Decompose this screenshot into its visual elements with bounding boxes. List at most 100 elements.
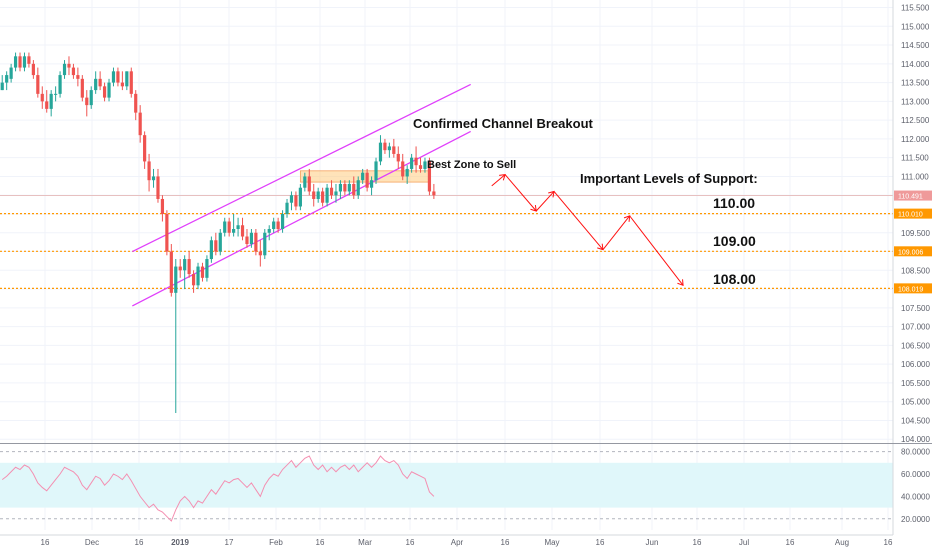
price-tick-label: 113.500 <box>901 79 930 88</box>
candle-body <box>138 112 142 136</box>
candle-body <box>62 63 67 76</box>
support-levels <box>0 195 893 289</box>
candle-body <box>22 56 27 68</box>
candle-body <box>289 195 294 203</box>
support-level-label-2: 109.00 <box>713 233 756 249</box>
candle-body <box>160 198 165 214</box>
sell-zone-annotation: Best Zone to Sell <box>427 159 516 171</box>
price-tick-label: 107.000 <box>901 323 930 332</box>
projection-segment <box>602 215 631 250</box>
projection-segment <box>491 174 506 187</box>
time-tick-label: Dec <box>85 538 99 547</box>
rsi-band <box>0 462 893 508</box>
candle-body <box>263 232 267 256</box>
candle-body <box>378 142 383 162</box>
price-tick-label: 114.000 <box>901 60 930 69</box>
time-tick-label: May <box>544 538 559 547</box>
candle-body <box>18 56 22 68</box>
candle-body <box>191 274 196 286</box>
candle-body <box>352 183 356 196</box>
candle-body <box>49 93 53 109</box>
candle-body <box>102 86 107 98</box>
candle-body <box>174 266 178 293</box>
candle-body <box>432 191 436 196</box>
price-tick-label: 105.000 <box>901 398 930 407</box>
projection-path <box>491 173 684 287</box>
candle-body <box>76 75 80 79</box>
candle-body <box>418 165 423 169</box>
candle-body <box>396 153 400 162</box>
projection-arrowhead <box>677 279 684 287</box>
time-tick-label: Feb <box>269 538 283 547</box>
candle-body <box>5 75 9 83</box>
candle-body <box>165 213 169 252</box>
price-tick-label: 107.500 <box>901 304 930 313</box>
projection-segment <box>553 191 604 250</box>
candle-body <box>58 75 62 94</box>
time-tick-label: 16 <box>884 538 893 547</box>
price-tick-label: 104.500 <box>901 416 930 425</box>
candle-body <box>196 266 200 286</box>
candle-body <box>178 266 182 271</box>
price-tag-label: 109.006 <box>898 249 923 256</box>
candle-body <box>40 93 44 102</box>
price-tick-label: 115.000 <box>901 22 930 31</box>
rsi-tick-label: 80.0000 <box>901 448 930 457</box>
projection-segment <box>504 174 537 212</box>
candle-body <box>338 183 343 192</box>
candle-body <box>129 71 133 94</box>
candle-body <box>280 213 285 230</box>
candle-body <box>321 191 325 203</box>
candle-body <box>383 142 387 151</box>
candle-body <box>423 161 427 169</box>
candle-body <box>169 251 173 293</box>
candle-body <box>151 176 156 181</box>
price-tick-label: 113.000 <box>901 97 930 106</box>
candle-body <box>361 172 365 181</box>
candle-body <box>143 135 147 162</box>
projection-segment <box>535 191 555 212</box>
candle-body <box>272 221 276 230</box>
candle-body <box>285 202 289 214</box>
price-tag-label: 110.491 <box>898 194 923 201</box>
candle-body <box>316 191 320 199</box>
time-tick-label: 16 <box>596 538 605 547</box>
candle-body <box>116 71 120 83</box>
price-tick-label: 106.000 <box>901 360 930 369</box>
price-tick-label: 111.000 <box>901 172 929 181</box>
candle-body <box>343 183 347 192</box>
candle-body <box>54 93 58 95</box>
candle-body <box>227 221 231 233</box>
candle-body <box>94 78 98 91</box>
candle-body <box>0 82 4 91</box>
candle-body <box>183 259 187 271</box>
time-tick-label: 16 <box>786 538 795 547</box>
time-tick-label: 16 <box>406 538 415 547</box>
rsi-panel <box>0 451 893 522</box>
candle-body <box>249 232 254 245</box>
candle-body <box>232 229 236 233</box>
candle-body <box>205 259 209 278</box>
price-tick-label: 114.500 <box>901 41 930 50</box>
candle-body <box>200 266 205 278</box>
candle-body <box>258 251 262 256</box>
candle-body <box>387 146 391 151</box>
annotations: Confirmed Channel Breakout Best Zone to … <box>413 116 758 287</box>
candle-body <box>71 67 76 76</box>
price-tick-label: 106.500 <box>901 341 930 350</box>
channel-line-upper <box>132 83 471 253</box>
rsi-line <box>1 455 435 522</box>
candle-body <box>80 78 84 98</box>
time-tick-label: 16 <box>501 538 510 547</box>
candle-body <box>276 221 280 230</box>
candle-body <box>36 75 40 94</box>
candle-body <box>267 229 271 233</box>
candle-body <box>312 191 316 199</box>
candlesticks <box>0 52 436 413</box>
candle-body <box>356 180 360 196</box>
candle-body <box>298 187 302 207</box>
time-tick-label: Mar <box>358 538 372 547</box>
price-tick-label: 111.500 <box>901 154 929 163</box>
